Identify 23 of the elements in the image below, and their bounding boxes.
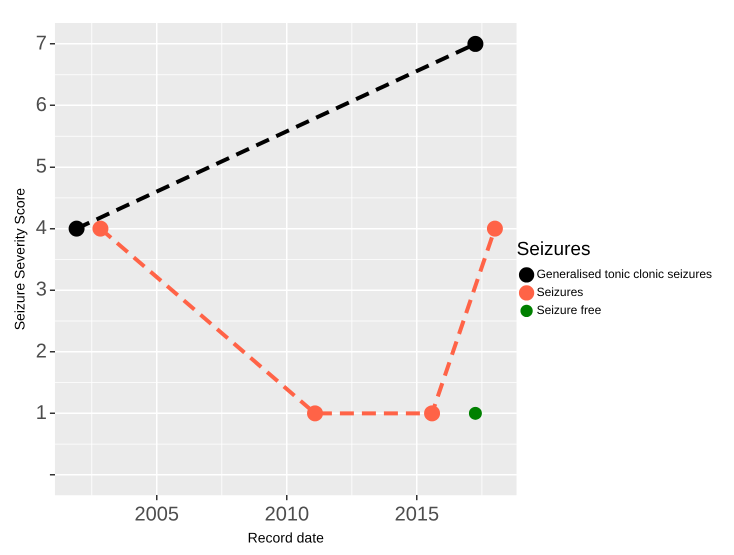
x-tick-label: 2015 <box>394 504 440 526</box>
y-tick-label: 5 <box>36 156 47 178</box>
x-tick-label: 2005 <box>134 504 180 526</box>
legend-label: Seizures <box>536 285 584 300</box>
y-tick-label: 3 <box>36 278 47 301</box>
point <box>486 220 503 237</box>
y-tick-label: 4 <box>36 217 47 240</box>
y-axis-title: Seizure Severity Score <box>11 188 28 330</box>
legend-label: Generalised tonic clonic seizures <box>536 267 712 282</box>
x-axis-title: Record date <box>248 529 324 546</box>
legend-title: Seizures <box>516 238 591 260</box>
point <box>468 406 482 420</box>
y-tick-label: 2 <box>36 340 47 362</box>
point <box>467 36 484 52</box>
y-tick-label: 1 <box>36 402 47 424</box>
point <box>307 405 324 422</box>
legend-label: Seizure free <box>536 303 602 318</box>
point <box>424 405 440 422</box>
y-tick-label: 7 <box>36 32 47 54</box>
y-tick-label: 6 <box>36 94 47 116</box>
point <box>92 220 108 237</box>
point <box>68 220 85 237</box>
x-tick-label: 2010 <box>264 504 310 526</box>
